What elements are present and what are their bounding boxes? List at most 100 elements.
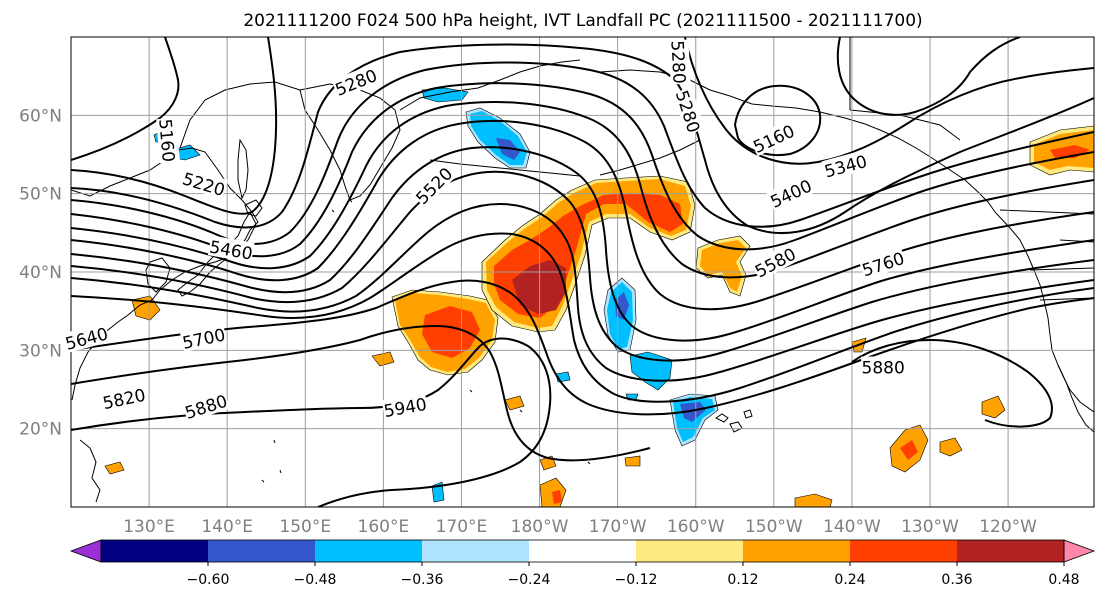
- contour-line-5520: [71, 119, 1094, 311]
- contour-label-halo: [668, 39, 691, 85]
- colorbar-segment: [957, 540, 1065, 562]
- lon-tick-label: 130°E: [123, 517, 175, 537]
- lat-tick-label: 50°N: [19, 185, 62, 205]
- ivt-anomaly-region: [939, 437, 963, 457]
- contour-label-halo: [821, 149, 870, 181]
- colorbar-segment: [101, 540, 209, 562]
- ivt-anomaly-region: [615, 292, 629, 320]
- coastline-okhotsk: [179, 81, 301, 149]
- ivt-anomaly-region: [700, 240, 746, 292]
- colorbar-segment: [315, 540, 423, 562]
- colorbar-tick-label: −0.60: [187, 572, 230, 588]
- colorbar-tick-label: −0.36: [401, 572, 444, 588]
- contour-line-5760: [71, 232, 1094, 403]
- lon-tick-label: 120°W: [979, 517, 1037, 537]
- contour-label-halo: [766, 174, 815, 212]
- contour-label: 5280: [666, 39, 691, 85]
- contour-line-5160-gulf: [836, 37, 1021, 116]
- lat-tick-label: 20°N: [19, 420, 62, 440]
- contour-label-halo: [749, 119, 798, 157]
- coastline-philippines: [79, 439, 101, 503]
- lon-tick-label: 150°W: [745, 517, 803, 537]
- ivt-anomaly-region: [900, 440, 918, 460]
- coastline-baja: [1057, 364, 1094, 433]
- contour-label-halo: [331, 63, 380, 100]
- contour-label-halo: [750, 242, 800, 281]
- contour-line-5340: [71, 61, 1094, 245]
- axis-ticks: 130°E 140°E 150°E 160°E 170°E 180°W 170°W 160°W…: [19, 106, 1037, 537]
- contour-label: 5880: [861, 356, 906, 379]
- contour-label: 5460: [207, 235, 255, 265]
- lon-tick-label: 160°E: [358, 517, 410, 537]
- contour-line-5220-east: [684, 37, 1094, 165]
- colorbar-extend-low: [69, 539, 102, 563]
- contour-label-halo: [100, 383, 148, 413]
- ivt-anomaly-region: [624, 455, 641, 467]
- ivt-anomaly-region: [504, 395, 525, 411]
- lon-tick-label: 160°W: [667, 517, 725, 537]
- coastline-alaska-peninsula: [599, 139, 701, 176]
- ivt-anomaly-region: [422, 306, 480, 358]
- coastline-kamchatka: [299, 83, 401, 201]
- borders-canada: [849, 37, 1094, 301]
- lat-tick-label: 60°N: [19, 106, 62, 126]
- colorbar-tick-label: 0.36: [941, 572, 972, 588]
- height-contours: [71, 37, 1094, 507]
- contour-line-5820: [71, 279, 1094, 416]
- contour-line-5700: [71, 202, 1094, 382]
- contour-label: 5820: [100, 383, 148, 414]
- ivt-anomaly-region: [552, 490, 562, 504]
- contour-label: 5160: [154, 117, 180, 164]
- lon-tick-label: 180°W: [511, 517, 569, 537]
- colorbar-tick-label: 0.48: [1048, 572, 1079, 588]
- contour-line-5880-west: [71, 324, 651, 462]
- coastline-aleutians: [429, 159, 581, 177]
- ivt-anomaly-region: [680, 402, 706, 422]
- lon-tick-label: 140°W: [823, 517, 881, 537]
- contour-line-5400: [71, 82, 1094, 258]
- colorbar-tick-label: −0.12: [615, 572, 658, 588]
- contour-label-halo: [156, 117, 180, 164]
- ivt-negative-shading: [153, 87, 719, 503]
- ivt-anomaly-region: [794, 493, 833, 507]
- contour-label-halo: [207, 235, 255, 263]
- colorbar-segment: [850, 540, 958, 562]
- lon-tick-label: 170°W: [589, 517, 647, 537]
- contour-line-5160-west: [71, 37, 180, 161]
- lon-tick-label: 150°E: [279, 517, 331, 537]
- colorbar-segment: [208, 540, 316, 562]
- contour-label-halo: [181, 389, 230, 423]
- contour-line-5940: [71, 337, 552, 507]
- contour-label-text: 5280: [666, 40, 688, 84]
- map-title: 2021111200 F024 500 hPa height, IVT Land…: [243, 11, 922, 31]
- coastline-hawaii: [715, 409, 753, 433]
- contour-line-5580: [71, 146, 1094, 342]
- colorbar: −0.60 −0.48 −0.36 −0.24 −0.12 0.12 0.24 0.36 0.4…: [69, 539, 1096, 588]
- contour-line-5640: [71, 170, 1094, 362]
- coastline-siberia: [399, 59, 581, 111]
- contour-label-halo: [410, 162, 457, 208]
- contour-label-halo: [381, 392, 429, 421]
- colorbar-tick-label: −0.24: [508, 572, 551, 588]
- contour-label-halo: [180, 167, 229, 200]
- lat-tick-label: 40°N: [19, 263, 62, 283]
- ivt-anomaly-region: [981, 395, 1006, 419]
- contour-label-halo: [861, 356, 906, 377]
- colorbar-extend-high: [1063, 539, 1096, 563]
- colorbar-tick-label: 0.12: [727, 572, 758, 588]
- contour-label-halo: [672, 87, 706, 136]
- colorbar-segment: [743, 540, 851, 562]
- lon-tick-label: 130°W: [901, 517, 959, 537]
- lat-tick-label: 30°N: [19, 341, 62, 361]
- colorbar-tick-label: −0.48: [294, 572, 337, 588]
- colorbar-outline: [100, 539, 1065, 563]
- ivt-anomaly-region: [104, 461, 125, 475]
- contour-line-5880-east: [851, 338, 1053, 428]
- contour-label-halo: [179, 323, 228, 352]
- contour-label: 5940: [381, 392, 429, 422]
- contour-label-text: 5160: [154, 118, 178, 163]
- contour-label-text: 5880: [862, 359, 905, 379]
- colorbar-segment: [529, 540, 637, 562]
- contour-label-halo: [858, 246, 907, 280]
